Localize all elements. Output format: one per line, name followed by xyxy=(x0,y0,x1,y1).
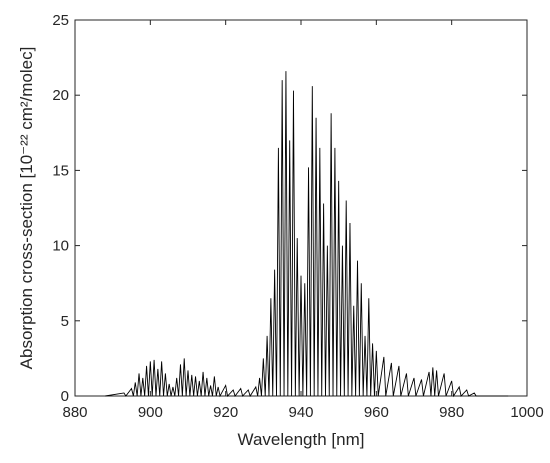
y-tick-label: 0 xyxy=(61,388,69,405)
y-tick-label: 15 xyxy=(52,162,69,179)
y-tick-label: 20 xyxy=(52,87,69,104)
x-tick-label: 1000 xyxy=(510,404,543,421)
x-axis-label: Wavelength [nm] xyxy=(238,430,365,449)
x-tick-label: 980 xyxy=(439,404,464,421)
y-tick-label: 25 xyxy=(52,12,69,29)
x-tick-label: 880 xyxy=(62,404,87,421)
x-tick-label: 960 xyxy=(364,404,389,421)
x-tick-label: 900 xyxy=(138,404,163,421)
plot-frame xyxy=(74,19,528,397)
y-axis-label: Absorption cross-section [10⁻²² cm²/mole… xyxy=(17,47,36,370)
x-tick-label: 920 xyxy=(213,404,238,421)
y-tick-label: 5 xyxy=(61,313,69,330)
x-tick-label: 940 xyxy=(288,404,313,421)
y-tick-label: 10 xyxy=(52,238,69,255)
spectrum-line xyxy=(105,71,509,398)
